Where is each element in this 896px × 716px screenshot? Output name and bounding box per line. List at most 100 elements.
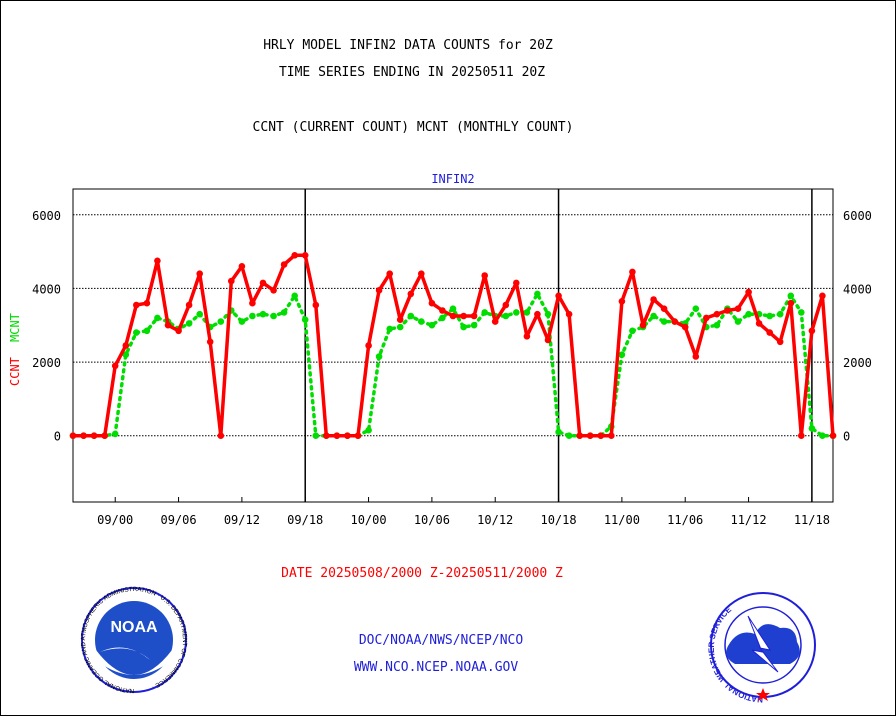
data-point-ccnt [228,277,235,285]
data-point-ccnt [418,270,425,278]
data-point-ccnt [745,288,752,296]
data-point-mcnt [449,305,457,313]
data-point-mcnt [301,316,309,324]
data-point-mcnt [470,321,478,329]
data-point-ccnt [576,432,583,440]
data-point-mcnt [291,292,299,300]
data-point-ccnt [217,432,225,440]
data-point-mcnt [217,318,225,325]
chart-title: INFIN2 [431,172,474,186]
data-point-ccnt [259,279,267,287]
data-point-mcnt [122,351,130,359]
data-point-ccnt [101,432,108,440]
data-point-mcnt [196,310,203,318]
data-point-ccnt [724,307,731,314]
ytick-label-left: 4000 [32,282,61,296]
data-point-ccnt [323,432,330,440]
xtick-label: 11/06 [667,513,703,527]
data-point-mcnt [259,310,267,318]
data-point-mcnt [650,312,657,320]
xtick-label: 09/18 [287,513,323,527]
data-point-ccnt [481,272,489,279]
data-point-mcnt [713,321,721,329]
data-point-ccnt [608,432,615,440]
data-point-ccnt [681,323,689,331]
data-point-ccnt [502,301,510,309]
data-point-ccnt [375,287,383,294]
xtick-label: 11/18 [794,513,830,527]
title-line-1: HRLY MODEL INFIN2 DATA COUNTS for 20Z [263,38,553,53]
ytick-label-right: 0 [843,430,850,444]
data-point-ccnt [154,257,161,265]
data-point-ccnt [660,305,668,313]
data-point-ccnt [470,312,478,320]
data-point-ccnt [766,329,773,336]
data-point-ccnt [185,301,193,309]
xtick-label: 09/00 [97,513,133,527]
data-point-ccnt [396,316,404,324]
subtitle: CCNT (CURRENT COUNT) MCNT (MONTHLY COUNT… [252,120,574,135]
data-point-ccnt [787,299,795,307]
data-point-mcnt [808,425,816,432]
data-point-ccnt [671,318,678,325]
data-point-mcnt [312,432,320,440]
data-point-mcnt [185,320,193,327]
data-point-ccnt [143,299,151,307]
data-point-ccnt [808,327,816,335]
data-point-ccnt [238,263,246,270]
data-point-mcnt [513,309,520,316]
data-point-mcnt [776,310,784,318]
footer-link-doc[interactable]: DOC/NOAA/NWS/NCEP/NCO [358,633,524,648]
data-point-ccnt [819,292,826,300]
data-point-ccnt [344,432,351,440]
data-point-mcnt [544,310,552,318]
ytick-label-right: 2000 [843,356,872,370]
data-point-ccnt [544,336,552,344]
data-point-ccnt [291,252,299,259]
data-point-ccnt [629,268,636,276]
ylabel-ccnt: CCNT [8,357,22,386]
data-point-ccnt [111,362,119,370]
series-line-ccnt [73,253,835,438]
data-point-ccnt [491,318,499,325]
data-point-ccnt [280,261,288,268]
ytick-label-right: 4000 [843,282,872,296]
data-point-ccnt [333,432,341,440]
data-point-mcnt [280,309,288,316]
data-point-mcnt [787,292,795,300]
ytick-label-left: 0 [54,430,61,444]
xtick-label: 10/18 [540,513,576,527]
data-point-ccnt [80,432,87,440]
ylabel-mcnt: MCNT [8,313,22,342]
data-point-ccnt [133,301,140,309]
data-point-ccnt [460,312,467,320]
data-point-mcnt [734,318,742,325]
data-point-mcnt [365,426,372,434]
data-point-ccnt [618,298,626,305]
data-point-mcnt [428,321,436,329]
data-point-mcnt [481,309,489,316]
data-point-ccnt [513,279,520,287]
data-point-ccnt [354,432,362,440]
data-point-ccnt [312,301,320,309]
footer-link-www[interactable]: WWW.NCO.NCEP.NOAA.GOV [353,660,519,675]
data-point-ccnt [650,296,657,303]
data-point-mcnt [629,327,636,335]
data-point-ccnt [196,270,203,278]
data-point-ccnt [798,432,805,440]
data-point-mcnt [238,318,246,325]
xtick-label: 10/12 [477,513,513,527]
data-point-mcnt [249,312,256,320]
data-point-ccnt [407,290,415,298]
ytick-label-left: 2000 [32,356,61,370]
xtick-label: 11/12 [730,513,766,527]
data-point-mcnt [143,327,151,335]
data-point-ccnt [776,338,784,346]
data-point-mcnt [396,323,404,331]
data-point-ccnt [703,314,710,322]
data-point-mcnt [407,312,415,320]
title-line-2: TIME SERIES ENDING IN 20250511 20Z [278,65,546,80]
data-point-ccnt [206,338,214,346]
data-point-ccnt [122,342,130,349]
